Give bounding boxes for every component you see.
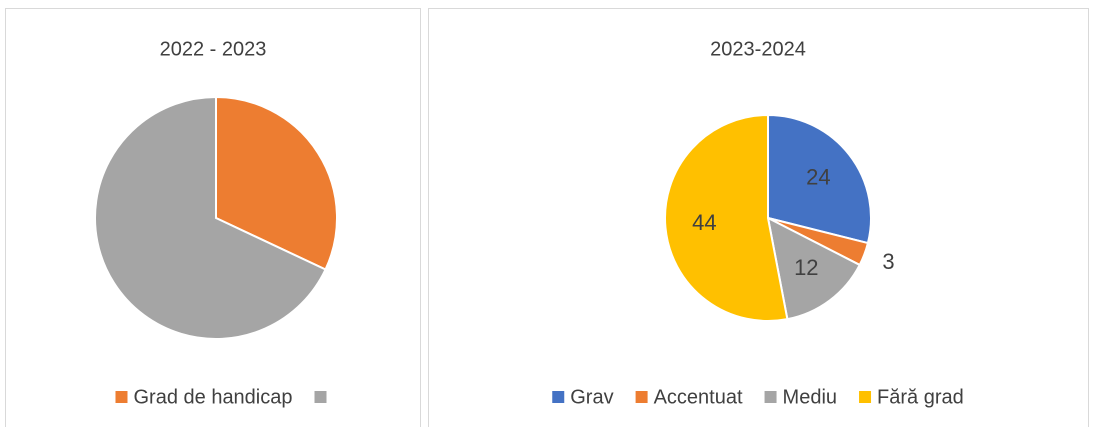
legend-swatch: [635, 391, 648, 403]
legend: Grav Accentuat Mediu Fără grad: [552, 386, 964, 408]
pie-slice: [664, 113, 789, 322]
pie-slice: [766, 216, 862, 321]
legend: Grad de handicap: [115, 386, 327, 408]
pie-slice: [215, 95, 338, 271]
legend-swatch: [859, 391, 872, 403]
data-label: 3: [882, 249, 894, 274]
pie-slice: [767, 113, 872, 245]
legend-label: Grad de handicap: [133, 386, 292, 408]
data-label: 24: [806, 165, 830, 190]
chart-title: 2022 - 2023: [160, 38, 267, 60]
data-label: 12: [794, 255, 818, 280]
legend-swatch: [115, 391, 128, 403]
legend-label: Mediu: [783, 386, 837, 408]
legend-swatch: [552, 391, 565, 403]
legend-label: Accentuat: [654, 386, 743, 408]
legend-label: Grav: [570, 386, 613, 408]
legend-swatch: [764, 391, 777, 403]
legend-label: Fără grad: [877, 386, 964, 408]
chart-title: 2023-2024: [710, 38, 806, 60]
panel-border: [428, 8, 1089, 432]
pie-slice: [94, 95, 327, 340]
legend-swatch: [314, 391, 327, 403]
data-label: 44: [692, 210, 716, 235]
panel-border: [5, 8, 421, 432]
